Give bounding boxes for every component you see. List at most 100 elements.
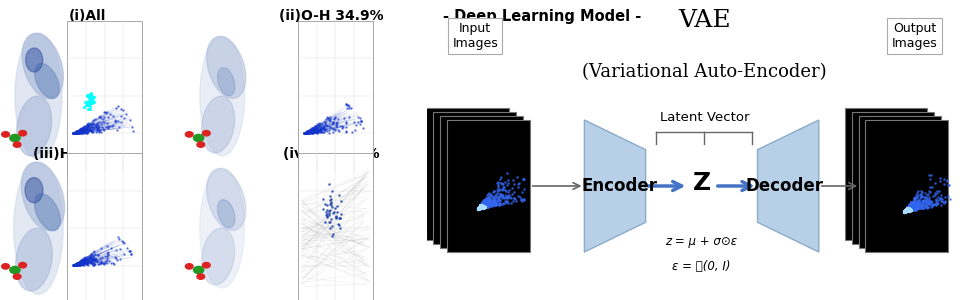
Point — [473, 205, 489, 209]
Circle shape — [185, 264, 193, 269]
Point — [924, 193, 940, 198]
Point — [899, 207, 914, 212]
Point — [474, 205, 490, 209]
Point — [488, 195, 503, 200]
Point — [490, 188, 505, 193]
Point — [475, 206, 491, 210]
Point — [900, 208, 915, 213]
Point — [473, 203, 489, 208]
Point — [900, 206, 915, 211]
Point — [311, 128, 326, 133]
Point — [80, 123, 95, 128]
Point — [498, 194, 514, 199]
Point — [88, 130, 104, 135]
Point — [929, 191, 945, 196]
Point — [79, 124, 94, 129]
Point — [898, 208, 913, 212]
Point — [68, 262, 84, 267]
Point — [67, 131, 83, 136]
Point — [900, 206, 915, 211]
Point — [310, 128, 325, 133]
Point — [900, 206, 915, 211]
Point — [470, 206, 486, 211]
Point — [484, 199, 499, 204]
Point — [918, 195, 933, 200]
Point — [77, 261, 92, 266]
Point — [913, 192, 928, 197]
Point — [486, 197, 501, 202]
Point — [83, 255, 98, 260]
Point — [472, 206, 488, 210]
Point — [78, 124, 93, 129]
Point — [900, 208, 916, 213]
Point — [96, 114, 111, 119]
Point — [67, 262, 83, 267]
Point — [73, 261, 88, 266]
Point — [898, 208, 913, 213]
Point — [109, 128, 125, 133]
Point — [330, 128, 346, 133]
Point — [68, 130, 84, 135]
Point — [907, 195, 923, 200]
Point — [476, 199, 492, 204]
Point — [470, 206, 486, 211]
Point — [71, 260, 86, 265]
Point — [482, 202, 497, 207]
Point — [330, 222, 346, 226]
Point — [308, 126, 324, 130]
FancyBboxPatch shape — [426, 108, 509, 240]
Point — [484, 202, 499, 207]
Point — [901, 208, 917, 213]
Point — [910, 206, 925, 211]
Point — [900, 206, 915, 210]
Point — [470, 206, 486, 211]
Point — [471, 206, 487, 210]
Point — [84, 96, 100, 100]
Point — [471, 204, 487, 209]
Point — [309, 130, 324, 135]
Point — [900, 208, 916, 213]
Point — [905, 206, 921, 211]
Point — [298, 130, 313, 135]
Point — [472, 206, 488, 210]
Point — [471, 206, 487, 211]
Point — [933, 202, 948, 207]
Point — [324, 205, 340, 209]
Point — [902, 208, 918, 213]
Point — [477, 203, 492, 208]
Point — [476, 198, 492, 203]
Point — [900, 204, 916, 209]
Point — [907, 200, 923, 205]
Point — [477, 201, 492, 206]
Point — [78, 257, 93, 262]
Point — [897, 208, 912, 213]
Point — [99, 121, 114, 126]
Point — [899, 207, 914, 212]
Point — [474, 204, 490, 208]
Point — [486, 189, 501, 194]
Point — [71, 128, 86, 133]
Point — [482, 191, 497, 196]
Point — [928, 201, 944, 206]
Point — [99, 110, 114, 115]
Point — [899, 206, 914, 211]
Point — [480, 198, 495, 203]
Point — [67, 131, 83, 136]
Point — [899, 207, 914, 212]
Point — [503, 194, 518, 199]
Point — [300, 129, 316, 134]
Point — [908, 200, 924, 205]
Point — [914, 190, 929, 195]
Point — [904, 203, 920, 208]
Point — [475, 204, 491, 209]
Point — [471, 205, 487, 210]
Point — [932, 178, 948, 183]
Point — [471, 205, 487, 210]
Point — [477, 204, 492, 209]
Point — [905, 202, 921, 207]
Point — [476, 204, 492, 209]
Point — [922, 199, 937, 204]
Point — [81, 127, 96, 132]
Point — [492, 202, 508, 206]
Point — [902, 202, 918, 206]
